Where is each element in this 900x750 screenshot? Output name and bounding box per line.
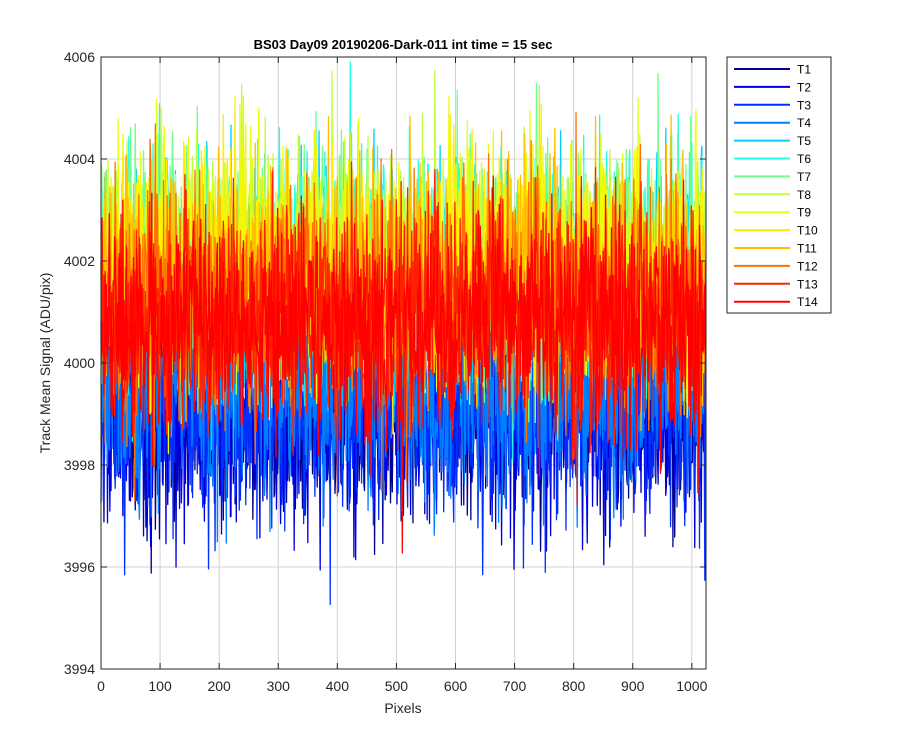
x-tick-label: 1000: [676, 678, 707, 694]
legend-label-t1: T1: [797, 63, 811, 77]
x-tick-label: 700: [503, 678, 527, 694]
series-line-t14: [100, 175, 707, 554]
y-tick-label: 3994: [64, 661, 95, 677]
x-tick-label: 900: [621, 678, 645, 694]
y-tick-label: 3996: [64, 559, 95, 575]
x-tick-label: 400: [326, 678, 350, 694]
x-axis-label: Pixels: [384, 700, 421, 716]
legend-label-t6: T6: [797, 152, 811, 166]
x-tick-label: 200: [207, 678, 231, 694]
legend-label-t4: T4: [797, 116, 811, 130]
legend-label-t14: T14: [797, 295, 818, 309]
legend-label-t7: T7: [797, 170, 811, 184]
legend: T1 T2 T3 T4 T5 T6 T7 T8 T9 T10 T11 T12 T13 T14: [726, 56, 832, 314]
legend-label-t10: T10: [797, 224, 818, 238]
x-tick-label: 100: [148, 678, 172, 694]
y-tick-label: 4000: [64, 355, 95, 371]
series-lines: [100, 61, 707, 605]
legend-label-t11: T11: [797, 242, 817, 256]
legend-label-t5: T5: [797, 134, 811, 148]
x-tick-label: 600: [444, 678, 468, 694]
y-tick-label: 4002: [64, 253, 95, 269]
legend-label-t13: T13: [797, 277, 818, 291]
x-tick-label: 0: [97, 678, 105, 694]
x-tick-label: 300: [267, 678, 291, 694]
y-tick-label: 4006: [64, 49, 95, 65]
axis-ticks: 0 100 200 300 400 500 600 700 800 900 1000 3994 3996…: [64, 49, 708, 694]
x-tick-label: 800: [562, 678, 586, 694]
x-tick-label: 500: [385, 678, 409, 694]
legend-label-t8: T8: [797, 188, 811, 202]
legend-label-t3: T3: [797, 98, 811, 112]
legend-box: [726, 56, 832, 314]
legend-label-t9: T9: [797, 206, 811, 220]
legend-label-t12: T12: [797, 259, 818, 273]
legend-label-t2: T2: [797, 80, 811, 94]
y-tick-label: 4004: [64, 151, 95, 167]
y-axis-label: Track Mean Signal (ADU/pix): [37, 273, 53, 454]
y-tick-label: 3998: [64, 457, 95, 473]
chart-title: BS03 Day09 20190206-Dark-011 int time = …: [254, 37, 553, 52]
